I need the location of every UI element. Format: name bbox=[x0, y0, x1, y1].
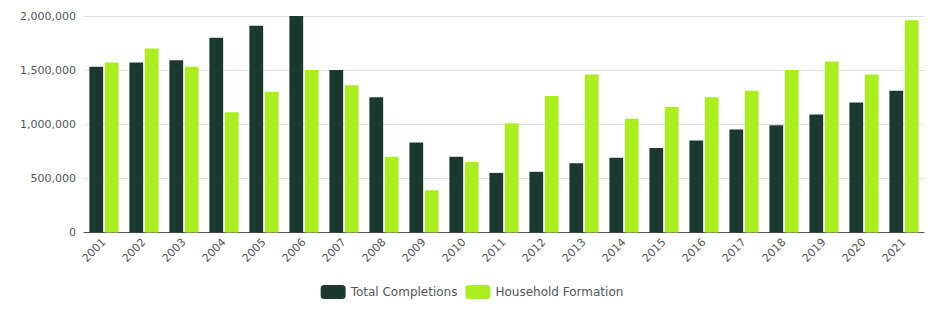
svg-text:1,000,000: 1,000,000 bbox=[20, 118, 76, 131]
svg-text:2005: 2005 bbox=[240, 236, 269, 265]
svg-text:2009: 2009 bbox=[400, 236, 429, 265]
svg-text:2019: 2019 bbox=[800, 236, 829, 265]
svg-text:2008: 2008 bbox=[360, 236, 389, 265]
svg-text:0: 0 bbox=[69, 226, 76, 239]
svg-text:Total Completions: Total Completions bbox=[350, 285, 458, 299]
svg-text:2020: 2020 bbox=[840, 236, 869, 265]
svg-text:2,000,000: 2,000,000 bbox=[20, 10, 76, 23]
svg-text:2012: 2012 bbox=[520, 236, 549, 265]
svg-text:Household Formation: Household Formation bbox=[495, 285, 623, 299]
svg-text:2015: 2015 bbox=[640, 236, 669, 265]
svg-text:2007: 2007 bbox=[320, 236, 349, 265]
svg-text:2011: 2011 bbox=[480, 236, 509, 265]
svg-text:500,000: 500,000 bbox=[30, 172, 76, 185]
svg-text:2017: 2017 bbox=[720, 236, 749, 265]
svg-text:2003: 2003 bbox=[160, 236, 189, 265]
svg-text:2021: 2021 bbox=[880, 236, 909, 265]
svg-text:2006: 2006 bbox=[280, 236, 309, 265]
svg-text:2016: 2016 bbox=[680, 236, 709, 265]
svg-text:2014: 2014 bbox=[600, 236, 629, 265]
svg-text:2002: 2002 bbox=[120, 236, 149, 265]
svg-text:2001: 2001 bbox=[80, 236, 109, 265]
svg-text:2010: 2010 bbox=[440, 236, 469, 265]
svg-text:2013: 2013 bbox=[560, 236, 589, 265]
svg-text:1,500,000: 1,500,000 bbox=[20, 64, 76, 77]
svg-text:2004: 2004 bbox=[200, 236, 229, 265]
svg-text:2018: 2018 bbox=[760, 236, 789, 265]
